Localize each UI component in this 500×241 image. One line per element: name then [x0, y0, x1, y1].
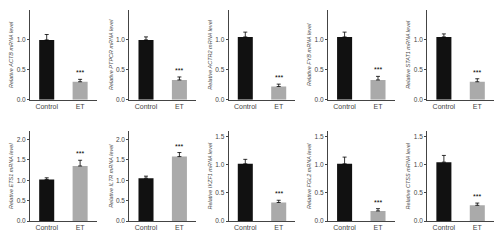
svg-text:***: ***: [175, 143, 183, 150]
svg-text:Control: Control: [135, 224, 158, 231]
svg-text:Relative IKZF1 mRNA level: Relative IKZF1 mRNA level: [207, 142, 213, 210]
svg-text:0.0: 0.0: [315, 217, 324, 224]
svg-text:1.0: 1.0: [414, 36, 423, 43]
svg-text:0.5: 0.5: [215, 66, 224, 73]
svg-text:1.0: 1.0: [17, 177, 26, 184]
svg-text:***: ***: [175, 67, 183, 74]
svg-text:1.0: 1.0: [116, 177, 125, 184]
svg-text:0.0: 0.0: [315, 96, 324, 103]
svg-text:0.5: 0.5: [116, 197, 125, 204]
svg-text:Relative STAT1 mRNA level: Relative STAT1 mRNA level: [405, 20, 411, 89]
svg-text:1.0: 1.0: [215, 36, 224, 43]
svg-text:ET: ET: [473, 103, 483, 110]
svg-text:1.0: 1.0: [116, 36, 125, 43]
svg-text:Relative ACTB mRNA level: Relative ACTB mRNA level: [8, 21, 14, 88]
svg-text:1.0: 1.0: [215, 161, 224, 168]
svg-text:Control: Control: [234, 224, 257, 231]
svg-text:ET: ET: [374, 103, 384, 110]
svg-text:ET: ET: [76, 103, 86, 110]
svg-text:ET: ET: [274, 224, 284, 231]
svg-text:0.0: 0.0: [17, 96, 26, 103]
svg-text:0.5: 0.5: [315, 189, 324, 196]
svg-text:Control: Control: [35, 224, 58, 231]
svg-text:1.0: 1.0: [315, 36, 324, 43]
svg-text:0.0: 0.0: [17, 217, 26, 224]
svg-text:0.0: 0.0: [116, 217, 125, 224]
svg-text:***: ***: [76, 150, 84, 157]
svg-text:Control: Control: [433, 224, 456, 231]
svg-text:ET: ET: [76, 224, 86, 231]
svg-text:0.5: 0.5: [17, 197, 26, 204]
svg-text:Relative FGL2 mRNA level: Relative FGL2 mRNA level: [306, 143, 312, 209]
svg-text:Relative ETS1 mRNA level: Relative ETS1 mRNA level: [8, 143, 14, 209]
svg-text:0.5: 0.5: [414, 189, 423, 196]
svg-text:Relative PTPCR mRNA level: Relative PTPCR mRNA level: [108, 19, 114, 90]
svg-text:0.5: 0.5: [17, 66, 26, 73]
svg-text:0.0: 0.0: [215, 217, 224, 224]
svg-text:Relative CTSS mRNA level: Relative CTSS mRNA level: [405, 142, 411, 209]
svg-text:Control: Control: [333, 103, 356, 110]
svg-text:Control: Control: [234, 103, 257, 110]
svg-text:1.5: 1.5: [17, 156, 26, 163]
svg-text:***: ***: [374, 66, 382, 73]
svg-text:Control: Control: [35, 103, 58, 110]
svg-text:***: ***: [275, 190, 283, 197]
svg-text:***: ***: [275, 74, 283, 81]
svg-text:ET: ET: [274, 103, 284, 110]
svg-text:Control: Control: [135, 103, 158, 110]
svg-text:1.5: 1.5: [414, 133, 423, 140]
svg-text:***: ***: [473, 193, 481, 200]
svg-text:1.0: 1.0: [17, 36, 26, 43]
svg-text:***: ***: [374, 199, 382, 206]
svg-text:Control: Control: [333, 224, 356, 231]
svg-text:0.5: 0.5: [215, 189, 224, 196]
svg-text:ET: ET: [175, 224, 185, 231]
svg-text:ET: ET: [374, 224, 384, 231]
svg-text:Relative ACTR2 mRNA level: Relative ACTR2 mRNA level: [207, 19, 213, 89]
svg-text:2.0: 2.0: [17, 136, 26, 143]
svg-text:0.0: 0.0: [215, 96, 224, 103]
svg-text:0.5: 0.5: [414, 66, 423, 73]
svg-text:ET: ET: [473, 224, 483, 231]
svg-text:2.0: 2.0: [116, 136, 125, 143]
svg-text:***: ***: [76, 69, 84, 76]
svg-text:1.0: 1.0: [315, 161, 324, 168]
svg-text:Relative FYB mRNA level: Relative FYB mRNA level: [306, 23, 312, 86]
svg-text:1.5: 1.5: [315, 133, 324, 140]
svg-text:0.0: 0.0: [116, 96, 125, 103]
svg-text:0.0: 0.0: [414, 217, 423, 224]
svg-text:1.5: 1.5: [116, 156, 125, 163]
svg-text:1.5: 1.5: [215, 133, 224, 140]
svg-text:0.0: 0.0: [414, 96, 423, 103]
svg-text:0.5: 0.5: [116, 66, 125, 73]
svg-text:0.5: 0.5: [315, 66, 324, 73]
svg-text:***: ***: [473, 69, 481, 76]
svg-text:ET: ET: [175, 103, 185, 110]
svg-text:Control: Control: [433, 103, 456, 110]
svg-text:Relative IL7R mRNA level: Relative IL7R mRNA level: [108, 144, 114, 208]
svg-text:1.0: 1.0: [414, 161, 423, 168]
